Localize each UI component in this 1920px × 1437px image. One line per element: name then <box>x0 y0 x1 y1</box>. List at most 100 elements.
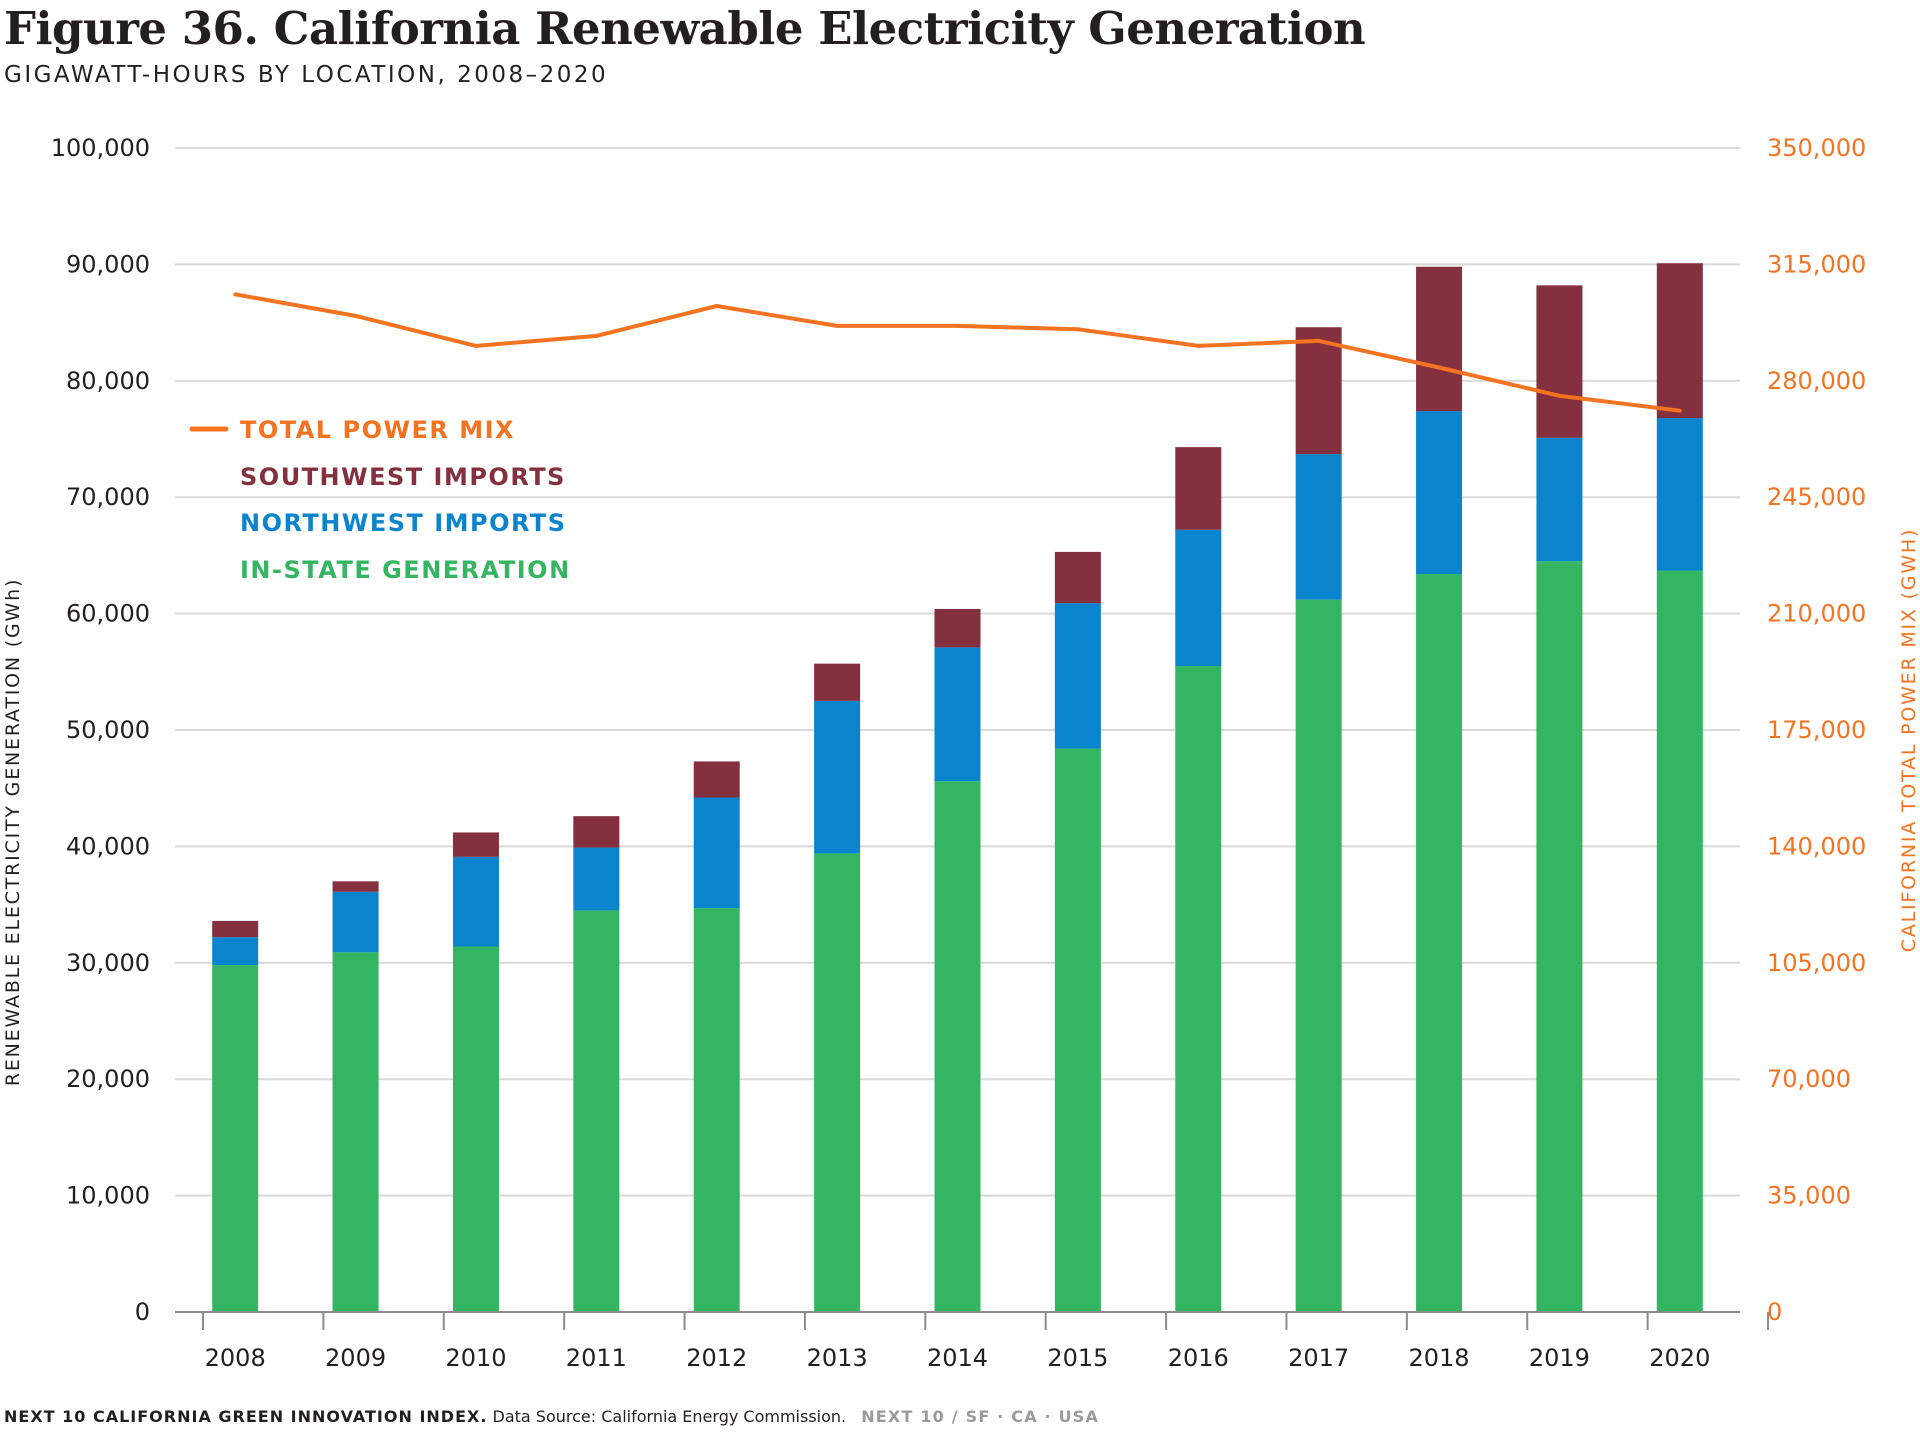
y2-tick-label: 70,000 <box>1767 1065 1851 1093</box>
total-power-mix-point <box>1075 327 1080 332</box>
bar-southwest <box>452 832 499 857</box>
total-power-mix-point <box>955 323 960 328</box>
bar-northwest <box>1656 418 1703 571</box>
bar-in-state <box>1656 570 1703 1312</box>
y2-tick-label: 175,000 <box>1767 716 1866 744</box>
bar-southwest <box>1295 327 1342 455</box>
y-tick-label: 10,000 <box>66 1182 150 1210</box>
total-power-mix-point <box>594 333 599 338</box>
total-power-mix-line <box>234 292 1681 413</box>
x-tick-label: 2017 <box>1288 1344 1349 1372</box>
y2-tick-label: 210,000 <box>1767 600 1866 628</box>
footer-index: NEXT 10 CALIFORNIA GREEN INNOVATION INDE… <box>4 1407 488 1426</box>
y2-tick-label: 280,000 <box>1767 367 1866 395</box>
x-tick-label: 2009 <box>325 1344 386 1372</box>
y-tick-label: 50,000 <box>66 716 150 744</box>
total-power-mix-point <box>1196 343 1201 348</box>
total-power-mix-point <box>1316 338 1321 343</box>
legend-item: TOTAL POWER MIX <box>240 416 515 444</box>
y2-tick-label: 350,000 <box>1767 134 1866 162</box>
chart-subtitle: GIGAWATT-HOURS BY LOCATION, 2008–2020 <box>4 62 609 88</box>
legend-item: NORTHWEST IMPORTS <box>240 509 567 537</box>
x-tick-label: 2010 <box>445 1344 506 1372</box>
y2-tick-label: 105,000 <box>1767 949 1866 977</box>
total-power-mix-point <box>1677 408 1682 413</box>
y-tick-label: 80,000 <box>66 367 150 395</box>
bar-northwest <box>452 856 499 947</box>
bar-northwest <box>934 647 981 782</box>
y-tick-label: 40,000 <box>66 832 150 860</box>
bar-in-state <box>1295 599 1342 1312</box>
x-tick-label: 2019 <box>1529 1344 1590 1372</box>
bar-in-state <box>934 781 981 1312</box>
bar-in-state <box>1175 665 1222 1312</box>
bar-in-state <box>1536 561 1583 1312</box>
x-tick-label: 2016 <box>1168 1344 1229 1372</box>
bar-southwest <box>1054 551 1101 604</box>
bar-in-state <box>452 946 499 1312</box>
y-tick-label: 60,000 <box>66 600 150 628</box>
bar-southwest <box>814 663 861 701</box>
y-tick-label: 100,000 <box>51 134 150 162</box>
x-tick-label: 2014 <box>927 1344 988 1372</box>
total-power-mix-point <box>233 292 238 297</box>
legend-item: IN-STATE GENERATION <box>240 556 571 584</box>
bar-southwest <box>1416 266 1463 412</box>
bar-southwest <box>1536 285 1583 438</box>
y-tick-label: 90,000 <box>66 250 150 278</box>
bar-southwest <box>1175 447 1222 530</box>
total-power-mix-point <box>714 303 719 308</box>
bar-northwest <box>1295 454 1342 600</box>
bar-in-state <box>212 965 259 1312</box>
footer-org: NEXT 10 / SF · CA · USA <box>861 1407 1100 1426</box>
x-tick-label: 2008 <box>205 1344 266 1372</box>
y-tick-label: 0 <box>135 1298 150 1326</box>
legend: TOTAL POWER MIX SOUTHWEST IMPORTS NORTHWES… <box>189 416 571 584</box>
total-power-mix-point <box>473 343 478 348</box>
total-power-mix-point <box>1557 393 1562 398</box>
bar-southwest <box>573 816 620 848</box>
x-tick-label: 2015 <box>1047 1344 1108 1372</box>
y-tick-label: 20,000 <box>66 1065 150 1093</box>
bar-northwest <box>1175 529 1222 666</box>
bar-northwest <box>573 847 620 911</box>
chart-title: Figure 36. California Renewable Electric… <box>4 2 1366 55</box>
bar-northwest <box>1054 603 1101 749</box>
bar-southwest <box>212 920 259 938</box>
bar-southwest <box>693 761 740 798</box>
bar-northwest <box>814 700 861 854</box>
bar-in-state <box>693 908 740 1312</box>
total-power-mix-point <box>835 323 840 328</box>
x-tick-label: 2013 <box>807 1344 868 1372</box>
bar-in-state <box>814 853 861 1312</box>
y-tick-label: 70,000 <box>66 483 150 511</box>
bar-northwest <box>332 891 379 953</box>
bar-southwest <box>332 881 379 892</box>
y2-tick-label: 35,000 <box>1767 1182 1851 1210</box>
y2-tick-label: 140,000 <box>1767 832 1866 860</box>
x-axis-ticks: 2008 2009 2010 2011 2012 2013 2014 2015 2016 2017… <box>205 1344 1711 1372</box>
y-tick-label: 30,000 <box>66 949 150 977</box>
x-tick-label: 2012 <box>686 1344 747 1372</box>
total-power-mix-point <box>1437 365 1442 370</box>
x-tick-label: 2018 <box>1408 1344 1469 1372</box>
bar-northwest <box>212 937 259 966</box>
y2-tick-label: 315,000 <box>1767 250 1866 278</box>
bars <box>212 263 1703 1312</box>
bar-in-state <box>332 952 379 1312</box>
left-axis-ticks: 0 10,000 20,000 30,000 40,000 50,000 60,000 70,… <box>51 134 150 1326</box>
bar-northwest <box>693 797 740 909</box>
bar-in-state <box>1054 748 1101 1312</box>
bar-in-state <box>573 910 620 1312</box>
y-axis-label: RENEWABLE ELECTRICITY GENERATION (GWh) <box>2 578 24 1086</box>
bar-northwest <box>1536 437 1583 562</box>
y2-axis-label: CALIFORNIA TOTAL POWER MIX (GWH) <box>1898 528 1920 952</box>
total-power-mix-point <box>353 313 358 318</box>
bar-in-state <box>1416 574 1463 1312</box>
bar-northwest <box>1416 411 1463 575</box>
total-power-mix-line-layer <box>233 292 1682 413</box>
x-tick-label: 2011 <box>566 1344 627 1372</box>
right-axis-ticks: 0 35,000 70,000 105,000 140,000 175,000 210,00… <box>1767 134 1866 1326</box>
bar-southwest <box>934 608 981 648</box>
